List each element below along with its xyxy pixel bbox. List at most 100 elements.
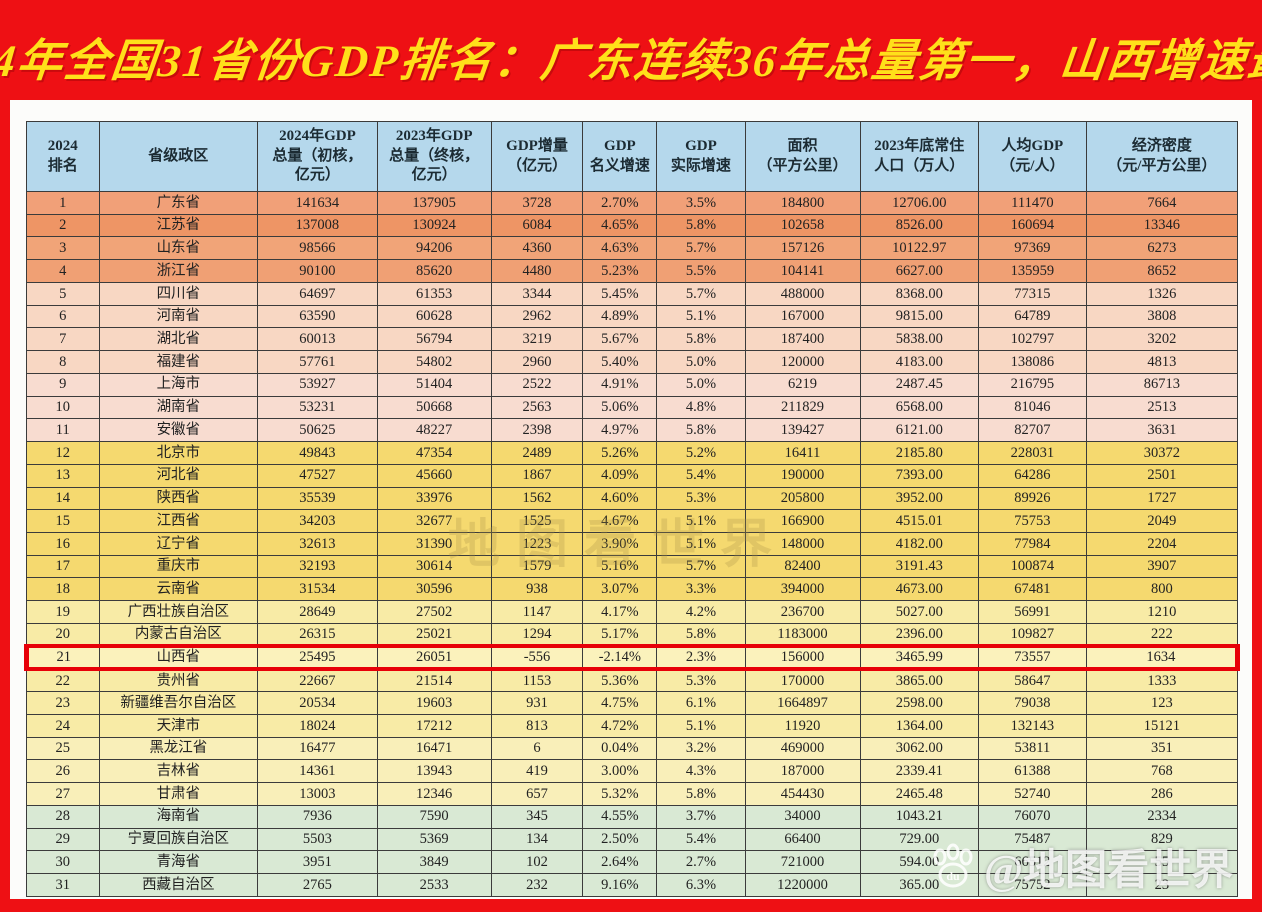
value-cell: 5.67% — [582, 327, 658, 352]
value-cell: 156000 — [744, 644, 861, 671]
table-row: 9 上海市 53927 51404 2522 4.91% 5.0% 6219 2487.45 21… — [26, 372, 1239, 397]
rank-cell: 17 — [26, 554, 100, 579]
province-cell: 黑龙江省 — [98, 736, 259, 761]
column-header: 2023年GDP 总量（终核， 亿元） — [376, 121, 492, 192]
value-cell: 2.70% — [582, 191, 658, 215]
value-cell: 9.16% — [582, 873, 658, 897]
value-cell: 13943 — [376, 759, 492, 784]
value-cell: 2598.00 — [859, 691, 980, 715]
value-cell: 35539 — [257, 486, 378, 511]
value-cell: 60013 — [257, 327, 378, 352]
value-cell: 1043.21 — [859, 804, 980, 829]
value-cell: 1867 — [490, 463, 584, 488]
province-cell: 海南省 — [98, 804, 259, 829]
value-cell: 1220000 — [744, 873, 861, 897]
value-cell: 51404 — [376, 372, 492, 397]
province-cell: 云南省 — [98, 577, 259, 602]
table-row: 7 湖北省 60013 56794 3219 5.67% 5.8% 187400 5838.00… — [26, 327, 1239, 352]
value-cell: 94206 — [376, 236, 492, 261]
value-cell: 135959 — [978, 259, 1087, 283]
value-cell: 2962 — [490, 304, 584, 329]
value-cell: 3191.43 — [859, 554, 980, 579]
province-cell: 广西壮族自治区 — [98, 600, 259, 624]
province-cell: 天津市 — [98, 713, 259, 738]
value-cell: 2501 — [1085, 463, 1239, 488]
rank-cell: 26 — [26, 759, 100, 784]
value-cell: 4.91% — [582, 372, 658, 397]
value-cell: 81046 — [978, 395, 1087, 420]
value-cell: 23 — [1085, 873, 1239, 897]
value-cell: 134 — [490, 827, 584, 852]
value-cell: 5.3% — [656, 486, 746, 511]
value-cell: 4.60% — [582, 486, 658, 511]
value-cell: 394000 — [744, 577, 861, 602]
rank-cell: 19 — [26, 600, 100, 624]
value-cell: 56991 — [978, 600, 1087, 624]
value-cell: 139427 — [744, 418, 861, 443]
value-cell: 5.0% — [656, 372, 746, 397]
value-cell: 8526.00 — [859, 213, 980, 238]
value-cell: 1223 — [490, 532, 584, 556]
value-cell: 768 — [1085, 759, 1239, 784]
province-cell: 江西省 — [98, 509, 259, 534]
rank-cell: 22 — [26, 668, 100, 693]
value-cell: 19603 — [376, 691, 492, 715]
province-cell: 山东省 — [98, 236, 259, 261]
value-cell: 109827 — [978, 622, 1087, 647]
value-cell: 4360 — [490, 236, 584, 261]
value-cell: 77315 — [978, 281, 1087, 306]
header-row: 2024 排名 省级政区 2024年GDP 总量（初核， 亿元） 2023年GDP 总… — [26, 121, 1239, 192]
value-cell: 28649 — [257, 600, 378, 624]
value-cell: 4183.00 — [859, 350, 980, 374]
value-cell: 4515.01 — [859, 509, 980, 534]
value-cell: 454430 — [744, 782, 861, 806]
value-cell: 5.1% — [656, 713, 746, 738]
value-cell: 12346 — [376, 782, 492, 806]
table-row: 20 内蒙古自治区 26315 25021 1294 5.17% 5.8% 1183000 23… — [26, 622, 1239, 647]
value-cell: 137905 — [376, 191, 492, 215]
value-cell: 351 — [1085, 736, 1239, 761]
table-row: 17 重庆市 32193 30614 1579 5.16% 5.7% 82400 3191.43… — [26, 554, 1239, 579]
value-cell: 3.5% — [656, 191, 746, 215]
value-cell: 6 — [490, 736, 584, 761]
value-cell: 1183000 — [744, 622, 861, 647]
table-row: 12 北京市 49843 47354 2489 5.26% 5.2% 16411 2185.80… — [26, 441, 1239, 465]
value-cell: 30372 — [1085, 441, 1239, 465]
value-cell: 16471 — [376, 736, 492, 761]
table-row: 8 福建省 57761 54802 2960 5.40% 5.0% 120000 4183.00… — [26, 350, 1239, 374]
value-cell: 73557 — [978, 644, 1087, 671]
value-cell: 931 — [490, 691, 584, 715]
value-cell: 15121 — [1085, 713, 1239, 738]
value-cell: 20534 — [257, 691, 378, 715]
value-cell: 31534 — [257, 577, 378, 602]
value-cell: 50668 — [376, 395, 492, 420]
value-cell: 47354 — [376, 441, 492, 465]
value-cell: 16477 — [257, 736, 378, 761]
value-cell: 75752 — [978, 873, 1087, 897]
table-row: 28 海南省 7936 7590 345 4.55% 3.7% 34000 1043.21 760… — [26, 804, 1239, 829]
value-cell: 3344 — [490, 281, 584, 306]
value-cell: 30596 — [376, 577, 492, 602]
table-row: 19 广西壮族自治区 28649 27502 1147 4.17% 4.2% 236700 50… — [26, 600, 1239, 624]
value-cell: 21514 — [376, 668, 492, 693]
table-row: 30 青海省 3951 3849 102 2.64% 2.7% 721000 594.00 665… — [26, 850, 1239, 875]
value-cell: 13346 — [1085, 213, 1239, 238]
rank-cell: 6 — [26, 304, 100, 329]
value-cell: 102 — [490, 850, 584, 875]
value-cell: 31390 — [376, 532, 492, 556]
value-cell: 2.50% — [582, 827, 658, 852]
province-cell: 吉林省 — [98, 759, 259, 784]
value-cell: 32613 — [257, 532, 378, 556]
province-cell: 辽宁省 — [98, 532, 259, 556]
value-cell: 1333 — [1085, 668, 1239, 693]
value-cell: 100874 — [978, 554, 1087, 579]
value-cell: 64789 — [978, 304, 1087, 329]
value-cell: 4.8% — [656, 395, 746, 420]
table-row: 11 安徽省 50625 48227 2398 4.97% 5.8% 139427 6121.0… — [26, 418, 1239, 443]
value-cell: 13003 — [257, 782, 378, 806]
table-row: 5 四川省 64697 61353 3344 5.45% 5.7% 488000 8368.00… — [26, 281, 1239, 306]
value-cell: 3951 — [257, 850, 378, 875]
column-header: 2024 排名 — [26, 121, 100, 192]
table-row: 31 西藏自治区 2765 2533 232 9.16% 6.3% 1220000 365.00… — [26, 873, 1239, 897]
